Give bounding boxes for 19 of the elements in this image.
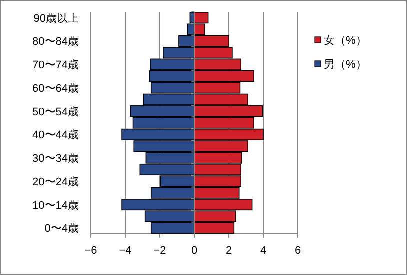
y-tick-label: 80〜84歳 bbox=[32, 35, 79, 48]
x-tick-label: 0 bbox=[191, 245, 198, 257]
y-tick-label: 10〜14歳 bbox=[32, 198, 79, 212]
legend-label: 男（%） bbox=[324, 59, 367, 71]
x-tick-label: −2 bbox=[154, 245, 166, 257]
y-tick-label: 90歳以上 bbox=[34, 12, 79, 25]
x-tick-label: 6 bbox=[294, 245, 302, 257]
y-tick-label: 0〜4歳 bbox=[44, 222, 79, 236]
y-tick-label: 70〜74歳 bbox=[32, 58, 79, 72]
x-tick-label: −4 bbox=[119, 245, 132, 257]
x-tick-label: 4 bbox=[260, 245, 267, 257]
y-tick-label: 60〜64歳 bbox=[32, 82, 79, 95]
y-tick-label: 50〜54歳 bbox=[32, 105, 79, 118]
x-tick-label: 2 bbox=[226, 245, 232, 257]
y-tick-label: 40〜44歳 bbox=[32, 128, 79, 142]
y-tick-label: 20〜24歳 bbox=[32, 175, 79, 188]
legend-label: 女（%） bbox=[324, 35, 367, 47]
x-tick-label: −6 bbox=[84, 245, 98, 257]
y-tick-label: 30〜34歳 bbox=[32, 152, 79, 166]
